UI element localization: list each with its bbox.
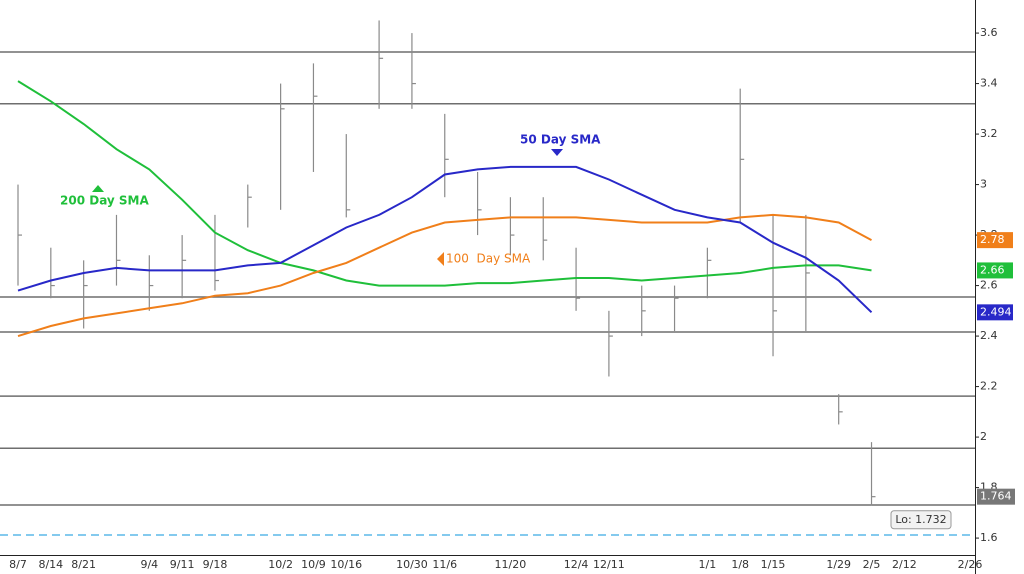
- y-tick-label: 3: [980, 178, 987, 191]
- y-tick-label: 2.2: [980, 380, 998, 393]
- x-tick-label: 2/26: [958, 558, 983, 571]
- arrow: [92, 185, 104, 192]
- x-tick-label: 10/30: [396, 558, 428, 571]
- price-tag-label: 2.78: [980, 233, 1005, 246]
- x-tick-label: 1/8: [731, 558, 749, 571]
- price-tag: [977, 488, 1015, 505]
- sma-line: [17, 165, 873, 314]
- annotation: 200 Day SMA: [60, 194, 150, 208]
- y-tick-label: 3.2: [980, 127, 998, 140]
- x-tick-label: 11/20: [495, 558, 527, 571]
- x-tick-label: 8/7: [9, 558, 27, 571]
- x-tick-label: 1/15: [761, 558, 786, 571]
- x-tick-label: 8/14: [38, 558, 63, 571]
- y-tick-label: 2.4: [980, 329, 998, 342]
- x-tick-label: 11/6: [432, 558, 457, 571]
- x-tick-label: 10/2: [268, 558, 293, 571]
- x-tick-label: 9/18: [203, 558, 228, 571]
- y-tick-label: 2.6: [980, 279, 998, 292]
- annotation: 100 Day SMA: [446, 252, 531, 266]
- low-box: [890, 510, 952, 530]
- y-tick-label: 3.6: [980, 26, 998, 39]
- x-tick-label: 12/11: [593, 558, 625, 571]
- price-tag: [977, 304, 1013, 321]
- y-tick-label: 3.4: [980, 77, 998, 90]
- x-tick-label: 10/9: [301, 558, 326, 571]
- price-tag-label: 1.764: [980, 490, 1012, 503]
- x-tick-label: 9/11: [170, 558, 195, 571]
- x-tick-label: 2/12: [892, 558, 917, 571]
- x-tick-label: 10/16: [330, 558, 362, 571]
- x-tick-label: 2/5: [863, 558, 881, 571]
- price-tag-label: 2.66: [980, 263, 1005, 276]
- x-tick-label: 12/4: [564, 558, 589, 571]
- x-tick-label: 9/4: [140, 558, 158, 571]
- y-tick-label: 1.6: [980, 531, 998, 544]
- price-tag-label: 2.494: [980, 305, 1012, 318]
- x-tick-label: 1/29: [826, 558, 851, 571]
- sma-line: [17, 80, 872, 287]
- arrow: [437, 252, 444, 266]
- price-tag: [977, 262, 1013, 279]
- x-tick-label: 1/1: [699, 558, 717, 571]
- low-label: Lo: 1.732: [895, 513, 946, 526]
- x-tick-label: 8/21: [71, 558, 96, 571]
- sma-line: [17, 213, 872, 338]
- y-tick-label: 2: [980, 430, 987, 443]
- price-tag: [977, 232, 1013, 249]
- arrow: [551, 149, 563, 156]
- annotation: 50 Day SMA: [520, 133, 601, 147]
